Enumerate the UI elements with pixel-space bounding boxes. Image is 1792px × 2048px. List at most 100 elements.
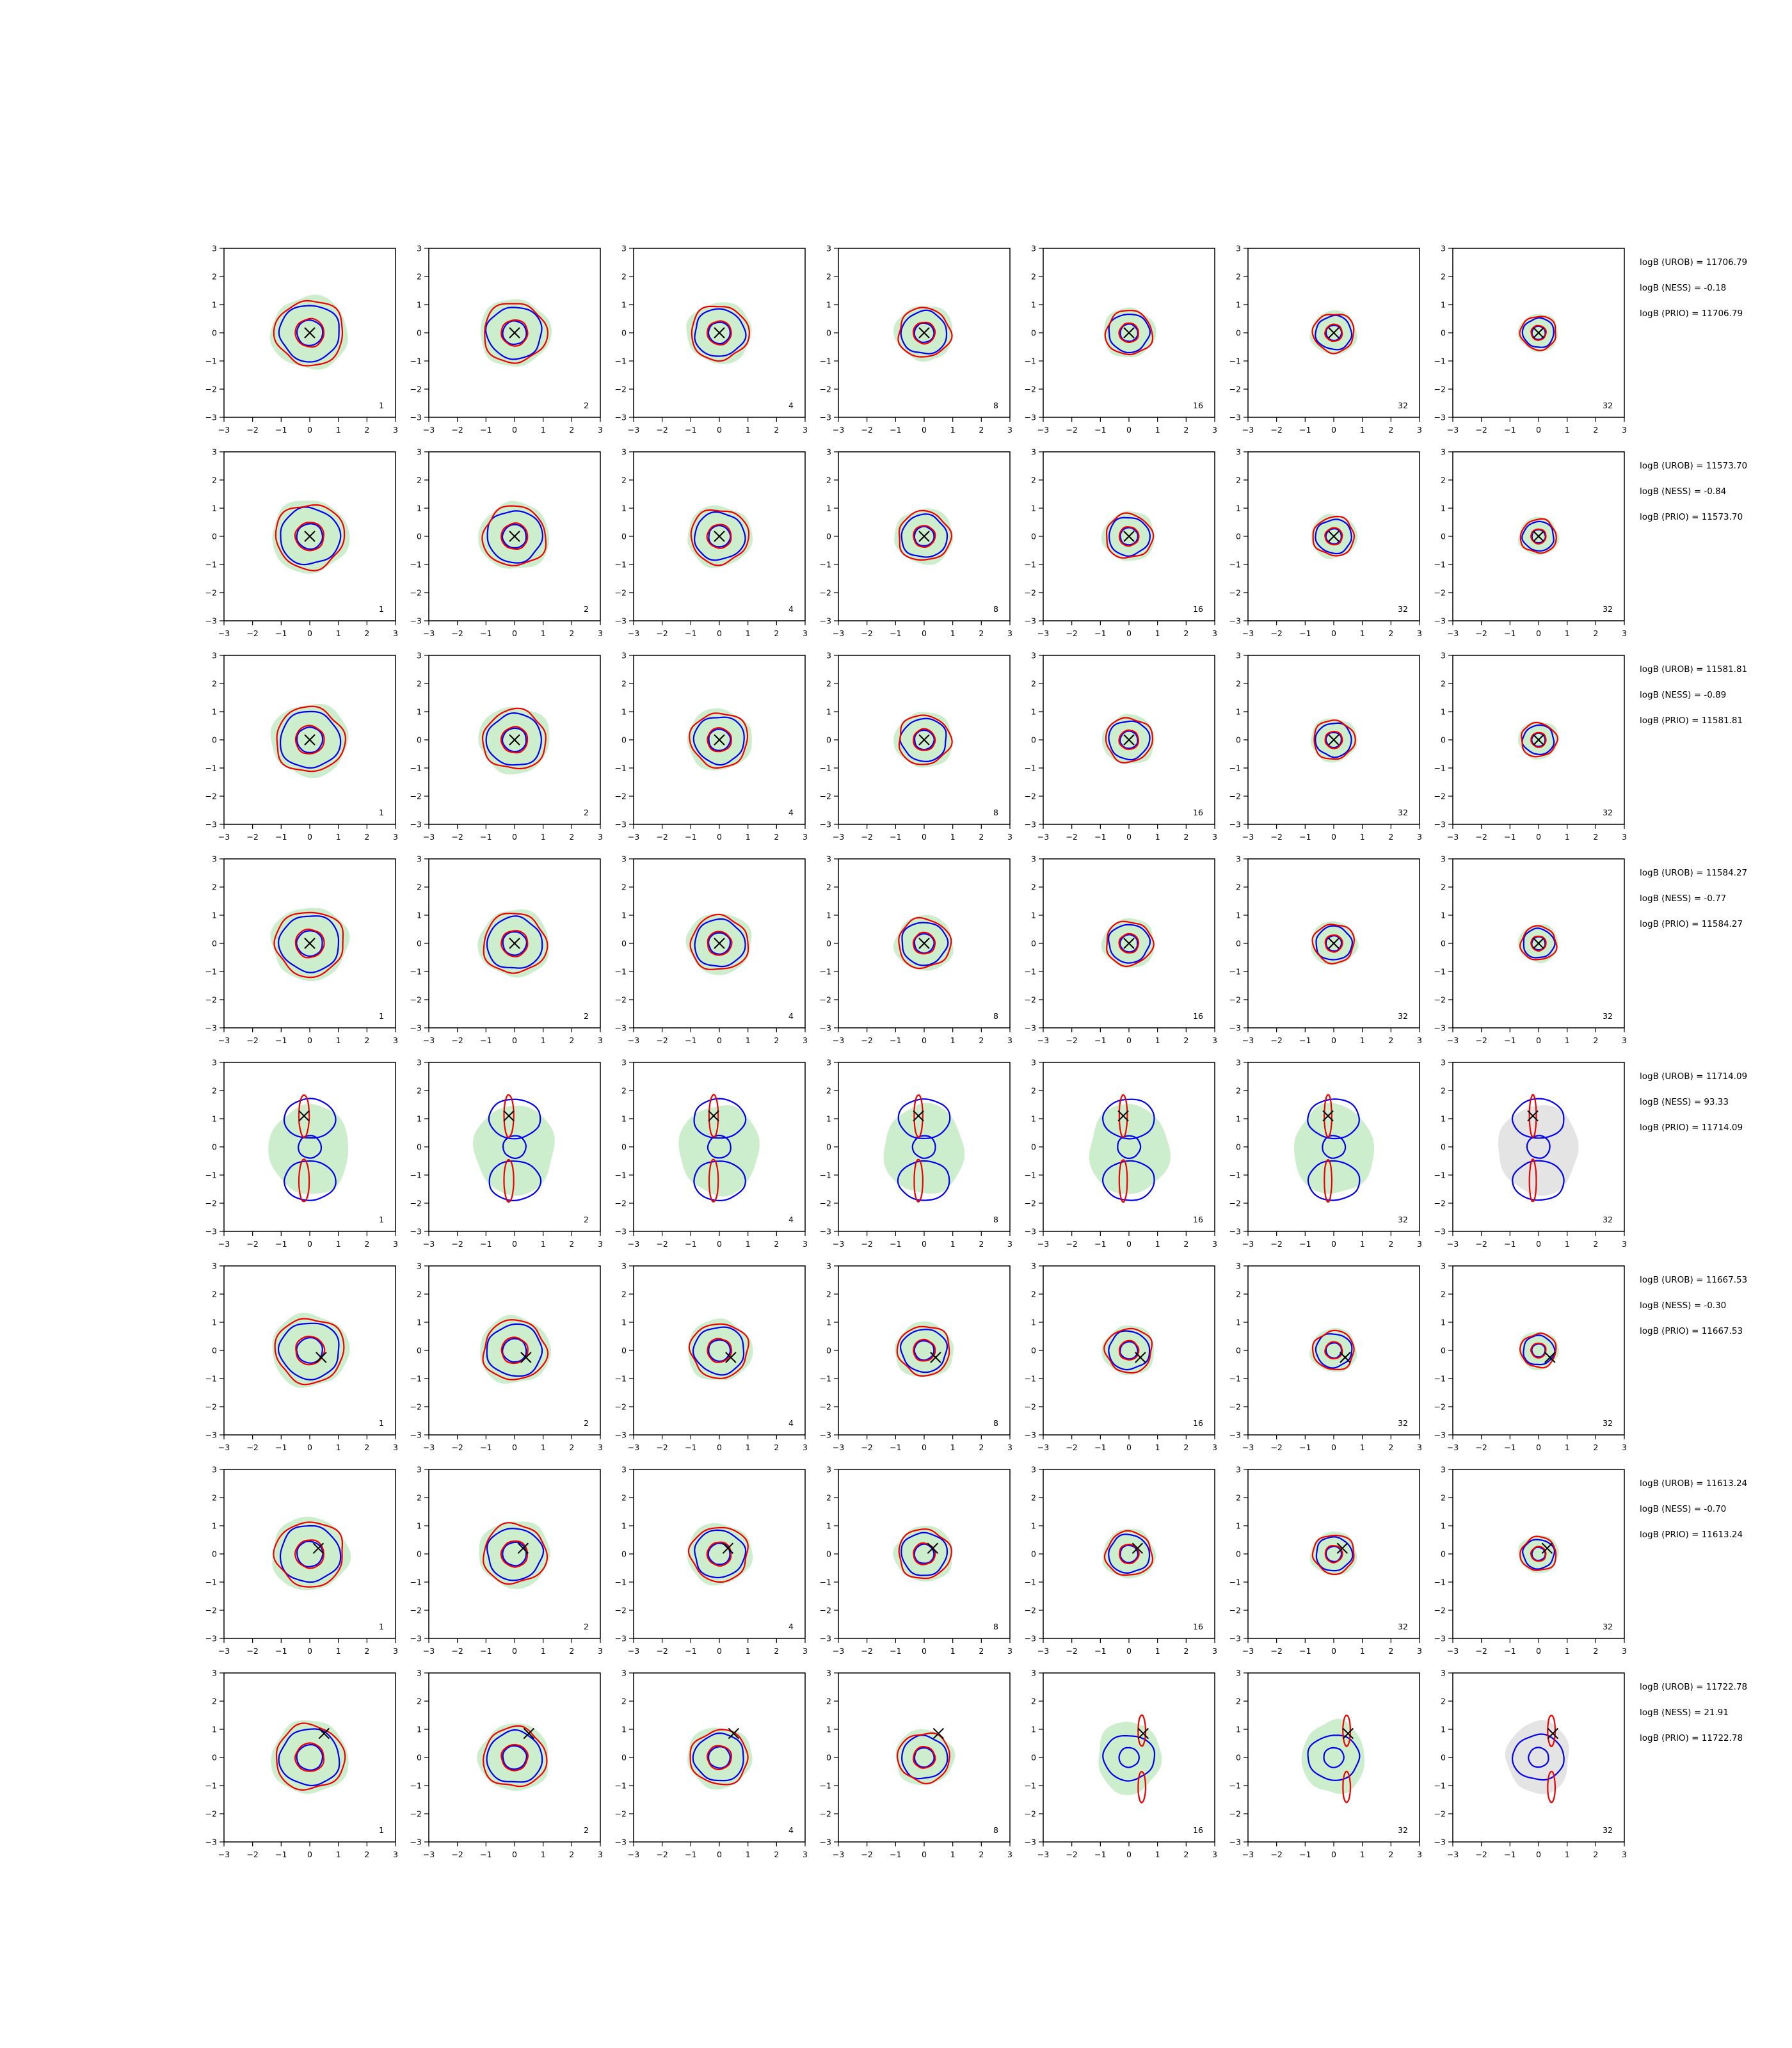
x-tick-label: −2 [1066,425,1077,435]
red-contour [294,724,325,755]
y-tick-label: 1 [417,707,422,717]
x-tick-label: −1 [1094,1036,1106,1045]
x-tick-label: −3 [833,1239,844,1249]
red-contour [706,1745,733,1770]
y-tick-label: −1 [1434,1171,1446,1180]
y-tick-label: 3 [826,1668,831,1678]
y-tick-label: −2 [1229,1809,1241,1819]
x-tick-label: 0 [1331,425,1336,435]
x-tick-label: 2 [979,628,984,638]
x-tick-label: 0 [1536,1443,1541,1452]
panel-r6-c2: −3 −2 −1 0 1 2 3 3 2 1 0 −1 −2 −3 2 [410,1261,603,1453]
red-contour [294,1539,324,1569]
y-tick-label: 0 [212,1549,217,1559]
x-tick-label: −2 [656,1036,668,1045]
x-tick-label: −3 [423,1036,435,1045]
x-tick-label: 1 [1360,1239,1365,1249]
y-tick-label: −3 [615,820,627,829]
x-tick-label: −1 [480,1443,492,1452]
x-tick-label: 3 [1007,832,1012,842]
y-tick-label: 0 [621,735,627,745]
x-tick-label: 0 [1536,1036,1541,1045]
x-tick-label: −2 [1270,1036,1282,1045]
x-tick-label: −1 [1094,1850,1106,1859]
blue-contour [1108,1330,1151,1371]
y-tick-label: 1 [417,300,422,310]
x-tick-label: −1 [1094,832,1106,842]
y-tick-label: 0 [826,1142,831,1152]
y-tick-label: −1 [1025,967,1036,977]
y-tick-label: −1 [820,764,831,773]
y-tick-label: −3 [1025,1023,1036,1033]
y-tick-label: −1 [820,560,831,570]
y-tick-label: 2 [826,1290,831,1299]
x-tick-label: −3 [628,1443,639,1452]
x-tick-label: −2 [451,832,463,842]
x-tick-label: −2 [1475,1443,1487,1452]
y-tick-label: 1 [826,911,831,920]
x-tick-label: −1 [1094,628,1106,638]
y-tick-label: −1 [1434,967,1446,977]
x-tick-label: 3 [1622,1443,1627,1452]
y-tick-label: 0 [1031,939,1036,948]
y-tick-label: −3 [615,1023,627,1033]
x-tick-label: −1 [685,1646,696,1656]
x-marker [304,327,316,339]
panel-r8-c5: −3 −2 −1 0 1 2 3 3 2 1 0 −1 −2 −3 16 [1025,1668,1217,1860]
x-tick-label: −3 [1242,425,1254,435]
y-tick-label: 3 [826,1465,831,1475]
red-contour [913,1158,924,1203]
blue-contour [502,1541,527,1567]
x-tick-label: −2 [861,1239,872,1249]
red-contour [706,524,732,549]
x-tick-label: 3 [1417,1646,1422,1656]
y-tick-label: 1 [1236,1114,1241,1124]
x-tick-label: −3 [628,628,639,638]
y-tick-label: −3 [1025,1634,1036,1644]
x-tick-label: −2 [1270,1646,1282,1656]
x-marker [1544,1352,1556,1363]
x-tick-label: 3 [1007,1036,1012,1045]
blue-contour [1325,1342,1343,1359]
x-marker [318,1727,330,1740]
x-tick-label: 1 [1155,1443,1160,1452]
x-tick-label: −2 [1066,1443,1077,1452]
y-tick-label: 2 [417,883,422,892]
red-contour [1118,932,1140,954]
x-tick-label: 2 [1593,425,1598,435]
logb-annotation: logB (NESS) = -0.84 [1640,486,1726,497]
y-tick-label: −3 [615,413,627,422]
x-marker [1533,734,1544,746]
y-tick-label: −3 [615,616,627,626]
blue-contour [900,1532,948,1576]
x-tick-label: 3 [1212,425,1217,435]
x-tick-label: −1 [480,1239,492,1249]
panel-r5-c5: −3 −2 −1 0 1 2 3 3 2 1 0 −1 −2 −3 16 [1025,1058,1217,1249]
y-tick-label: 0 [417,1753,422,1763]
y-tick-label: −1 [1434,1781,1446,1791]
logb-annotation: logB (PRIO) = 11581.81 [1640,716,1743,726]
y-tick-label: −1 [1025,764,1036,773]
y-tick-label: 2 [1236,272,1241,282]
y-tick-label: 2 [621,679,627,689]
x-tick-label: 3 [1212,1850,1217,1859]
red-contour [1119,1544,1140,1565]
x-tick-label: −3 [1037,1239,1049,1249]
y-tick-label: −2 [615,1809,627,1819]
blue-contour [1325,732,1342,749]
y-tick-label: 0 [212,532,217,541]
y-tick-label: 1 [1236,911,1241,920]
panel-label: 16 [1193,808,1203,817]
y-tick-label: 1 [1236,707,1241,717]
y-tick-label: 3 [1031,244,1036,253]
blue-contour [1512,1160,1565,1201]
x-tick-label: −2 [451,628,463,638]
y-tick-label: 2 [621,1493,627,1503]
y-tick-label: 1 [826,504,831,513]
blue-contour [900,309,948,355]
x-tick-label: −1 [480,425,492,435]
blue-contour [1119,1341,1139,1360]
blue-contour [1108,720,1151,761]
red-contour [707,1338,733,1363]
